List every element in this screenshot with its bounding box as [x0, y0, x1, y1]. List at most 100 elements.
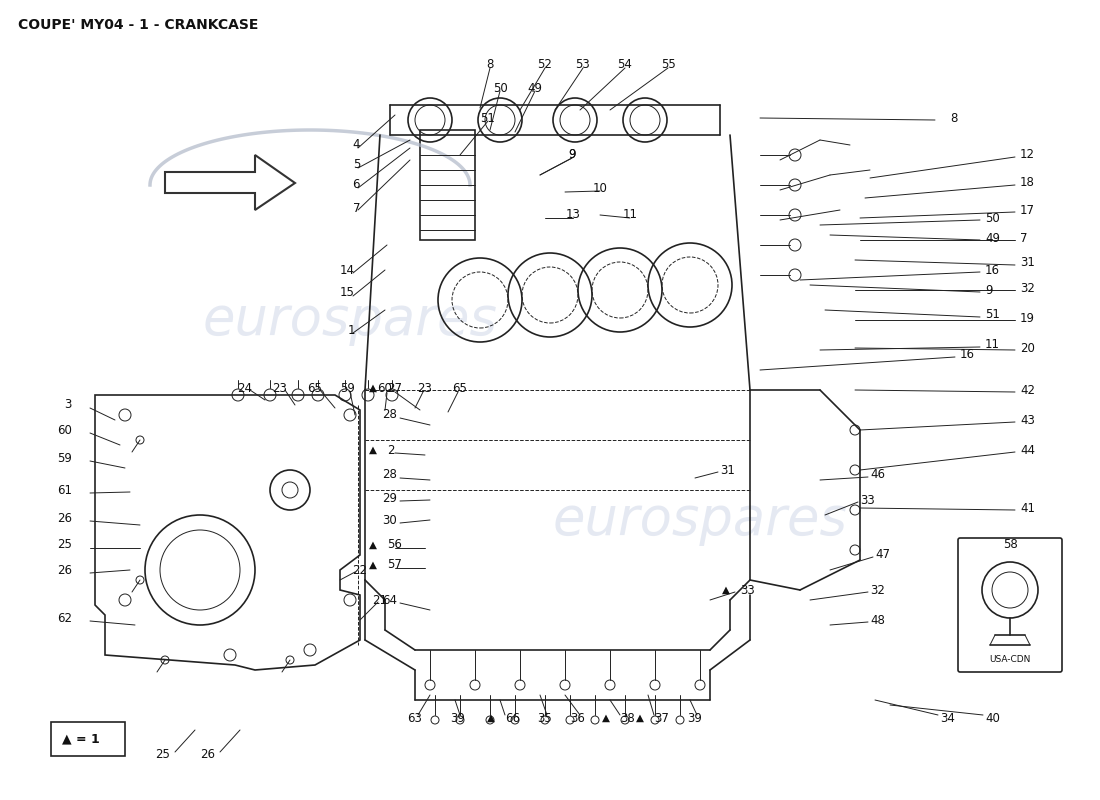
Text: 33: 33 — [740, 583, 755, 597]
Text: ▲: ▲ — [368, 560, 377, 570]
Text: 11: 11 — [984, 338, 1000, 351]
Text: 62: 62 — [57, 611, 72, 625]
Text: 41: 41 — [1020, 502, 1035, 514]
Text: 43: 43 — [1020, 414, 1035, 426]
Text: 60: 60 — [57, 423, 72, 437]
Text: 49: 49 — [984, 231, 1000, 245]
Text: 58: 58 — [1002, 538, 1018, 551]
Text: ▲: ▲ — [602, 713, 610, 723]
Text: 26: 26 — [57, 563, 72, 577]
Text: ▲: ▲ — [368, 540, 377, 550]
Text: 66: 66 — [505, 711, 520, 725]
Text: 25: 25 — [57, 538, 72, 551]
Text: 53: 53 — [575, 58, 591, 71]
Text: ▲: ▲ — [487, 713, 495, 723]
Text: 15: 15 — [340, 286, 355, 299]
Text: ▲ = 1: ▲ = 1 — [62, 733, 100, 746]
Text: 13: 13 — [565, 209, 581, 222]
Text: 39: 39 — [688, 711, 703, 725]
Text: 8: 8 — [486, 58, 494, 71]
Text: 10: 10 — [593, 182, 607, 194]
Text: 16: 16 — [960, 349, 975, 362]
Text: 27: 27 — [387, 382, 402, 394]
Text: 54: 54 — [617, 58, 632, 71]
Text: 63: 63 — [408, 711, 422, 725]
Text: 52: 52 — [538, 58, 552, 71]
Text: 30: 30 — [383, 514, 397, 526]
Text: 50: 50 — [493, 82, 507, 94]
Text: 25: 25 — [155, 749, 170, 762]
Text: 59: 59 — [57, 451, 72, 465]
Text: ▲: ▲ — [636, 713, 644, 723]
Text: 23: 23 — [418, 382, 432, 394]
Text: 9: 9 — [569, 149, 575, 162]
Text: 17: 17 — [1020, 203, 1035, 217]
Text: 5: 5 — [353, 158, 360, 171]
Text: 59: 59 — [341, 382, 355, 394]
Text: 8: 8 — [950, 111, 957, 125]
Text: 42: 42 — [1020, 383, 1035, 397]
Text: 32: 32 — [870, 583, 884, 597]
Text: 38: 38 — [620, 711, 635, 725]
Text: 9: 9 — [984, 283, 992, 297]
Text: 33: 33 — [860, 494, 875, 506]
Text: 51: 51 — [984, 309, 1000, 322]
Text: 9: 9 — [569, 149, 575, 162]
Text: 28: 28 — [383, 469, 397, 482]
Text: 61: 61 — [57, 483, 72, 497]
Text: 65: 65 — [452, 382, 468, 394]
Text: ▲: ▲ — [368, 445, 377, 455]
Text: 7: 7 — [352, 202, 360, 214]
Text: 14: 14 — [340, 263, 355, 277]
Text: 2: 2 — [387, 443, 395, 457]
Text: 22: 22 — [352, 563, 367, 577]
Text: 6: 6 — [352, 178, 360, 191]
Text: 1: 1 — [348, 323, 355, 337]
Text: 29: 29 — [383, 491, 397, 505]
Text: 23: 23 — [273, 382, 287, 394]
Text: 31: 31 — [1020, 257, 1035, 270]
Text: 26: 26 — [57, 511, 72, 525]
Text: COUPE' MY04 - 1 - CRANKCASE: COUPE' MY04 - 1 - CRANKCASE — [18, 18, 258, 32]
Text: eurospares: eurospares — [202, 294, 497, 346]
Text: 19: 19 — [1020, 311, 1035, 325]
Text: 50: 50 — [984, 211, 1000, 225]
Text: 11: 11 — [623, 209, 638, 222]
Text: 7: 7 — [1020, 231, 1027, 245]
Text: 35: 35 — [538, 711, 552, 725]
Text: 31: 31 — [720, 463, 735, 477]
Text: 51: 51 — [481, 111, 495, 125]
Text: 49: 49 — [528, 82, 542, 94]
Text: 37: 37 — [654, 711, 669, 725]
Text: 39: 39 — [451, 711, 465, 725]
Text: 60: 60 — [377, 382, 393, 394]
Text: 24: 24 — [238, 382, 253, 394]
Text: 55: 55 — [661, 58, 675, 71]
Text: 47: 47 — [874, 549, 890, 562]
Text: 16: 16 — [984, 263, 1000, 277]
Text: USA-CDN: USA-CDN — [989, 655, 1031, 665]
Text: 20: 20 — [1020, 342, 1035, 354]
Text: 3: 3 — [65, 398, 72, 411]
Text: 36: 36 — [571, 711, 585, 725]
Text: 48: 48 — [870, 614, 884, 626]
Text: 18: 18 — [1020, 177, 1035, 190]
Text: 34: 34 — [940, 711, 955, 725]
Text: 56: 56 — [387, 538, 402, 551]
Text: 40: 40 — [984, 711, 1000, 725]
Text: 32: 32 — [1020, 282, 1035, 294]
Text: 44: 44 — [1020, 443, 1035, 457]
Bar — [420, 130, 475, 240]
Text: eurospares: eurospares — [552, 494, 847, 546]
Text: 46: 46 — [870, 469, 886, 482]
Text: 64: 64 — [383, 594, 397, 606]
Text: 65: 65 — [308, 382, 322, 394]
Text: 12: 12 — [1020, 149, 1035, 162]
Text: 21: 21 — [373, 594, 387, 606]
Text: ▲: ▲ — [368, 383, 377, 393]
Text: 26: 26 — [200, 749, 214, 762]
Text: 28: 28 — [383, 409, 397, 422]
Text: 4: 4 — [352, 138, 360, 151]
Text: ▲: ▲ — [722, 585, 730, 595]
Text: 57: 57 — [387, 558, 402, 571]
